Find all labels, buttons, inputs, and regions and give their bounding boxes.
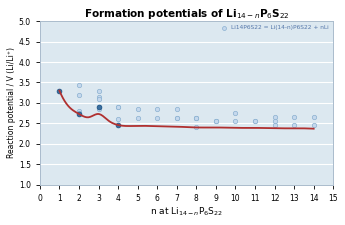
Li14P6S22 = Li(14-n)P6S22 + nLi (155, 117, 160, 120)
Li14P6S22 = Li(14-n)P6S22 + nLi (96, 107, 101, 111)
Li14P6S22 = Li(14-n)P6S22 + nLi (311, 115, 316, 119)
Point (115, 123, 121, 126)
Li14P6S22 = Li(14-n)P6S22 + nLi (155, 108, 160, 111)
Li14P6S22 = Li(14-n)P6S22 + nLi (311, 123, 316, 126)
Li14P6S22 = Li(14-n)P6S22 + nLi (292, 123, 297, 126)
Li14P6S22 = Li(14-n)P6S22 + nLi (96, 97, 101, 101)
Li14P6S22 = Li(14-n)P6S22 + nLi (96, 105, 101, 109)
Li14P6S22 = Li(14-n)P6S22 + nLi (233, 119, 238, 122)
Li14P6S22 = Li(14-n)P6S22 + nLi (76, 93, 82, 97)
Point (76, 112, 82, 116)
Li14P6S22 = Li(14-n)P6S22 + nLi (194, 117, 199, 120)
Li14P6S22 = Li(14-n)P6S22 + nLi (135, 117, 140, 120)
Li14P6S22 = Li(14-n)P6S22 + nLi (194, 126, 199, 129)
Li14P6S22 = Li(14-n)P6S22 + nLi (213, 119, 219, 123)
Li14P6S22 = Li(14-n)P6S22 + nLi (174, 117, 179, 120)
Li14P6S22 = Li(14-n)P6S22 + nLi (213, 119, 219, 123)
Li14P6S22 = Li(14-n)P6S22 + nLi (194, 117, 199, 120)
Point (57, 89, 62, 92)
Li14P6S22 = Li(14-n)P6S22 + nLi (194, 117, 199, 120)
Li14P6S22 = Li(14-n)P6S22 + nLi (272, 115, 277, 119)
Li14P6S22 = Li(14-n)P6S22 + nLi (135, 108, 140, 111)
Point (96, 106, 101, 109)
Li14P6S22 = Li(14-n)P6S22 + nLi (292, 115, 297, 119)
Y-axis label: Reaction potential / V (Li/Li⁺): Reaction potential / V (Li/Li⁺) (7, 47, 16, 158)
Title: Formation potentials of Li$_{14-n}$P$_6$S$_{22}$: Formation potentials of Li$_{14-n}$P$_6$… (83, 7, 289, 21)
Li14P6S22 = Li(14-n)P6S22 + nLi (115, 117, 121, 121)
Li14P6S22 = Li(14-n)P6S22 + nLi (76, 83, 82, 86)
Li14P6S22 = Li(14-n)P6S22 + nLi (213, 119, 219, 123)
Li14P6S22 = Li(14-n)P6S22 + nLi (115, 105, 121, 109)
Li14P6S22 = Li(14-n)P6S22 + nLi (76, 109, 82, 113)
Li14P6S22 = Li(14-n)P6S22 + nLi (272, 123, 277, 126)
Legend: Li14P6S22 = Li(14-n)P6S22 + nLi: Li14P6S22 = Li(14-n)P6S22 + nLi (217, 24, 330, 32)
Li14P6S22 = Li(14-n)P6S22 + nLi (252, 119, 258, 122)
Li14P6S22 = Li(14-n)P6S22 + nLi (96, 95, 101, 99)
Li14P6S22 = Li(14-n)P6S22 + nLi (272, 119, 277, 122)
Li14P6S22 = Li(14-n)P6S22 + nLi (233, 111, 238, 115)
Li14P6S22 = Li(14-n)P6S22 + nLi (174, 117, 179, 120)
Li14P6S22 = Li(14-n)P6S22 + nLi (252, 119, 258, 122)
X-axis label: n at Li$_{14-n}$P$_6$S$_{22}$: n at Li$_{14-n}$P$_6$S$_{22}$ (150, 206, 223, 218)
Li14P6S22 = Li(14-n)P6S22 + nLi (96, 89, 101, 92)
Li14P6S22 = Li(14-n)P6S22 + nLi (174, 108, 179, 111)
Li14P6S22 = Li(14-n)P6S22 + nLi (115, 105, 121, 109)
Li14P6S22 = Li(14-n)P6S22 + nLi (76, 111, 82, 115)
